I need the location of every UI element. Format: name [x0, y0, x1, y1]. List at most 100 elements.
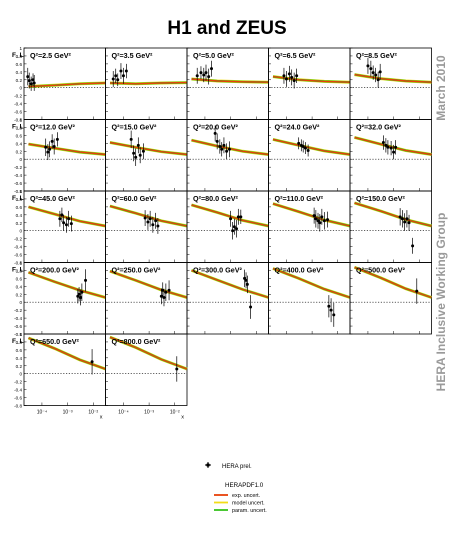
panel: Q²=400.0 GeV²	[268, 262, 351, 335]
x-tick-label: 10⁻⁴	[37, 410, 47, 416]
data-point	[371, 71, 375, 75]
data-point	[314, 217, 318, 221]
q2-label: Q²=5.0 GeV²	[193, 51, 235, 60]
data-point	[398, 215, 402, 219]
data-point	[80, 290, 84, 294]
data-point	[111, 77, 115, 81]
data-point	[84, 278, 88, 282]
data-point	[156, 224, 160, 228]
data-point	[27, 79, 31, 83]
data-point	[207, 75, 211, 79]
y-tick-label: -0.8	[14, 189, 22, 194]
data-point	[292, 79, 296, 83]
legend-label: model uncert.	[232, 501, 265, 507]
legend-label: param. uncert.	[232, 508, 267, 514]
data-point	[50, 139, 54, 143]
y-tick-label: 0.8	[16, 54, 23, 59]
y-tick-label: -0.6	[14, 396, 22, 401]
y-tick-label: 0.6	[16, 348, 23, 353]
panel: Q²=650.0 GeV² 1 0.8 0.6 0.4 0.2 0 -0.2 -0.4 -0.6 -…	[12, 332, 107, 421]
y-tick-label: 0	[19, 86, 22, 91]
y-axis-label: F_L	[12, 267, 24, 274]
data-point	[69, 222, 73, 226]
legend-entry: param. uncert.	[214, 508, 267, 514]
data-point	[31, 78, 35, 82]
data-point	[249, 305, 253, 309]
data-point	[202, 73, 206, 77]
y-tick-label: 0.4	[16, 70, 23, 75]
data-point	[229, 217, 233, 221]
data-point	[132, 151, 136, 155]
data-point	[290, 75, 294, 79]
panel: Q²=2.5 GeV² 1 0.8 0.6 0.4 0.2 0 -0.2 -0.4 -0.6 -0.…	[12, 46, 106, 123]
data-point	[245, 282, 249, 286]
y-axis-label: F_L	[12, 52, 24, 59]
panel-grid: Q²=2.5 GeV² 1 0.8 0.6 0.4 0.2 0 -0.2 -0.4 -0.6 -0.…	[12, 46, 432, 421]
data-point	[60, 213, 64, 217]
panel: Q²=150.0 GeV²	[349, 190, 432, 263]
data-point	[386, 145, 390, 149]
data-point	[119, 69, 123, 73]
data-point	[52, 145, 56, 149]
y-tick-label: 0	[19, 229, 22, 234]
y-tick-label: -0.6	[14, 110, 22, 115]
data-point	[222, 143, 226, 147]
data-point	[154, 219, 158, 223]
data-point	[121, 74, 125, 78]
y-tick-label: -0.2	[14, 237, 22, 242]
data-point	[239, 215, 243, 219]
y-axis-label: F_L	[12, 338, 24, 345]
data-point	[329, 308, 333, 312]
data-point	[162, 295, 166, 299]
exp-uncert-band	[354, 266, 432, 299]
data-point	[306, 148, 310, 152]
y-tick-label: 0.6	[16, 276, 23, 281]
x-tick-label: 10⁻³	[144, 410, 154, 416]
q2-label: Q²=3.5 GeV²	[112, 51, 154, 60]
y-tick-label: 0	[19, 372, 22, 377]
y-tick-label: 0.6	[16, 205, 23, 210]
panel: Q²=32.0 GeV²	[349, 119, 432, 192]
data-point	[124, 69, 128, 73]
data-point	[327, 304, 331, 308]
data-point	[287, 72, 291, 76]
y-tick-label: 0	[19, 157, 22, 162]
side-label-date: March 2010	[434, 55, 448, 121]
exp-uncert-band	[28, 337, 106, 370]
panel: Q²=6.5 GeV²	[268, 47, 351, 120]
y-tick-label: -0.8	[14, 404, 22, 409]
data-point	[77, 292, 81, 296]
y-tick-label: 0.2	[16, 221, 23, 226]
y-tick-label: 0.2	[16, 78, 23, 83]
y-tick-label: -0.2	[14, 165, 22, 170]
q2-label: Q²=250.0 GeV²	[112, 266, 162, 275]
data-point	[29, 82, 33, 86]
q2-label: Q²=2.5 GeV²	[30, 51, 72, 60]
data-point	[215, 139, 219, 143]
data-point	[167, 288, 171, 292]
y-tick-label: 0.8	[16, 197, 23, 202]
data-point	[175, 367, 179, 371]
panel: Q²=110.0 GeV²	[268, 190, 351, 263]
legend-data-entry: HERA prel.	[205, 462, 252, 470]
y-tick-label: 1	[19, 332, 22, 337]
y-tick-label: 1	[19, 261, 22, 266]
exp-uncert-band	[28, 82, 106, 88]
y-tick-label: -0.6	[14, 181, 22, 186]
legend-entry: exp. uncert.	[214, 493, 260, 499]
panel: Q²=200.0 GeV² 1 0.8 0.6 0.4 0.2 0 -0.2 -0.4 -0.6 -…	[12, 261, 106, 337]
data-point	[231, 229, 235, 233]
data-point	[415, 289, 419, 293]
y-tick-label: 0.6	[16, 62, 23, 67]
data-point	[236, 215, 240, 219]
y-tick-label: 1	[19, 46, 22, 51]
y-tick-label: -0.4	[14, 102, 22, 107]
y-tick-label: -0.6	[14, 324, 22, 329]
data-point	[378, 70, 382, 74]
y-axis-label: F_L	[12, 124, 24, 131]
data-point	[366, 64, 370, 68]
y-axis-label: F_L	[12, 195, 24, 202]
exp-uncert-band	[28, 206, 106, 227]
y-tick-label: -0.6	[14, 253, 22, 258]
